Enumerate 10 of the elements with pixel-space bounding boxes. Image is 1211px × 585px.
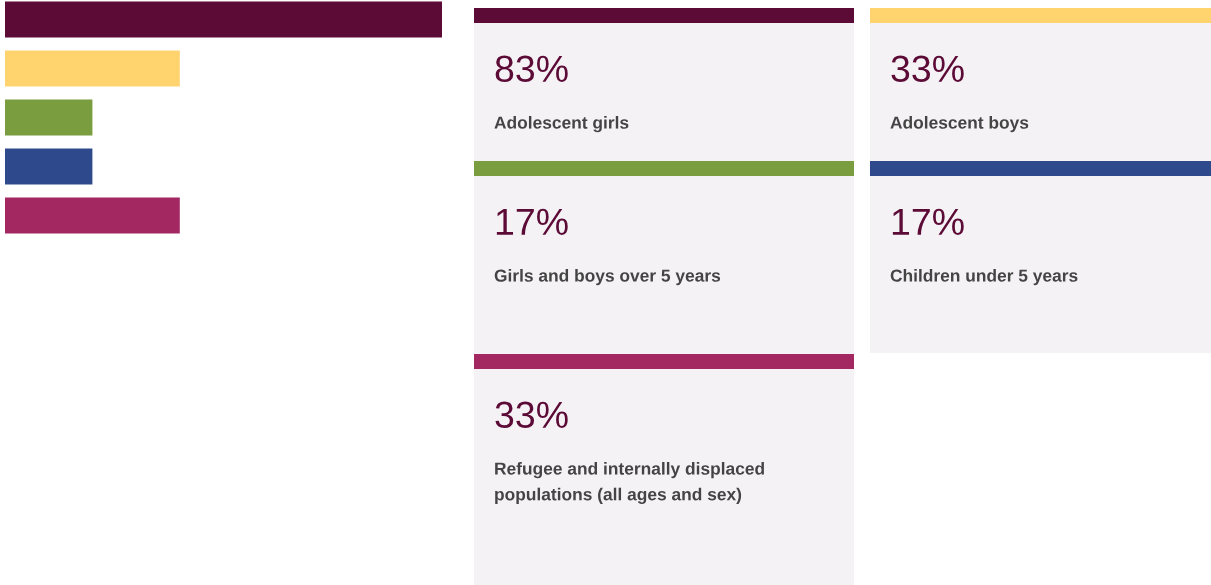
text: Children under 5 years [890, 269, 1078, 286]
text: Adolescent boys [890, 116, 1029, 133]
text: Adolescent girls [494, 116, 629, 133]
text: 17% [496, 208, 568, 235]
text: 83% [495, 55, 568, 83]
text: Girls and boys over 5 years [494, 269, 721, 286]
text: Refugee and internally displaced populations (all ages and sex) [495, 462, 764, 504]
text: 17% [892, 208, 964, 235]
text: 33% [495, 401, 568, 429]
text: 33% [891, 55, 964, 83]
